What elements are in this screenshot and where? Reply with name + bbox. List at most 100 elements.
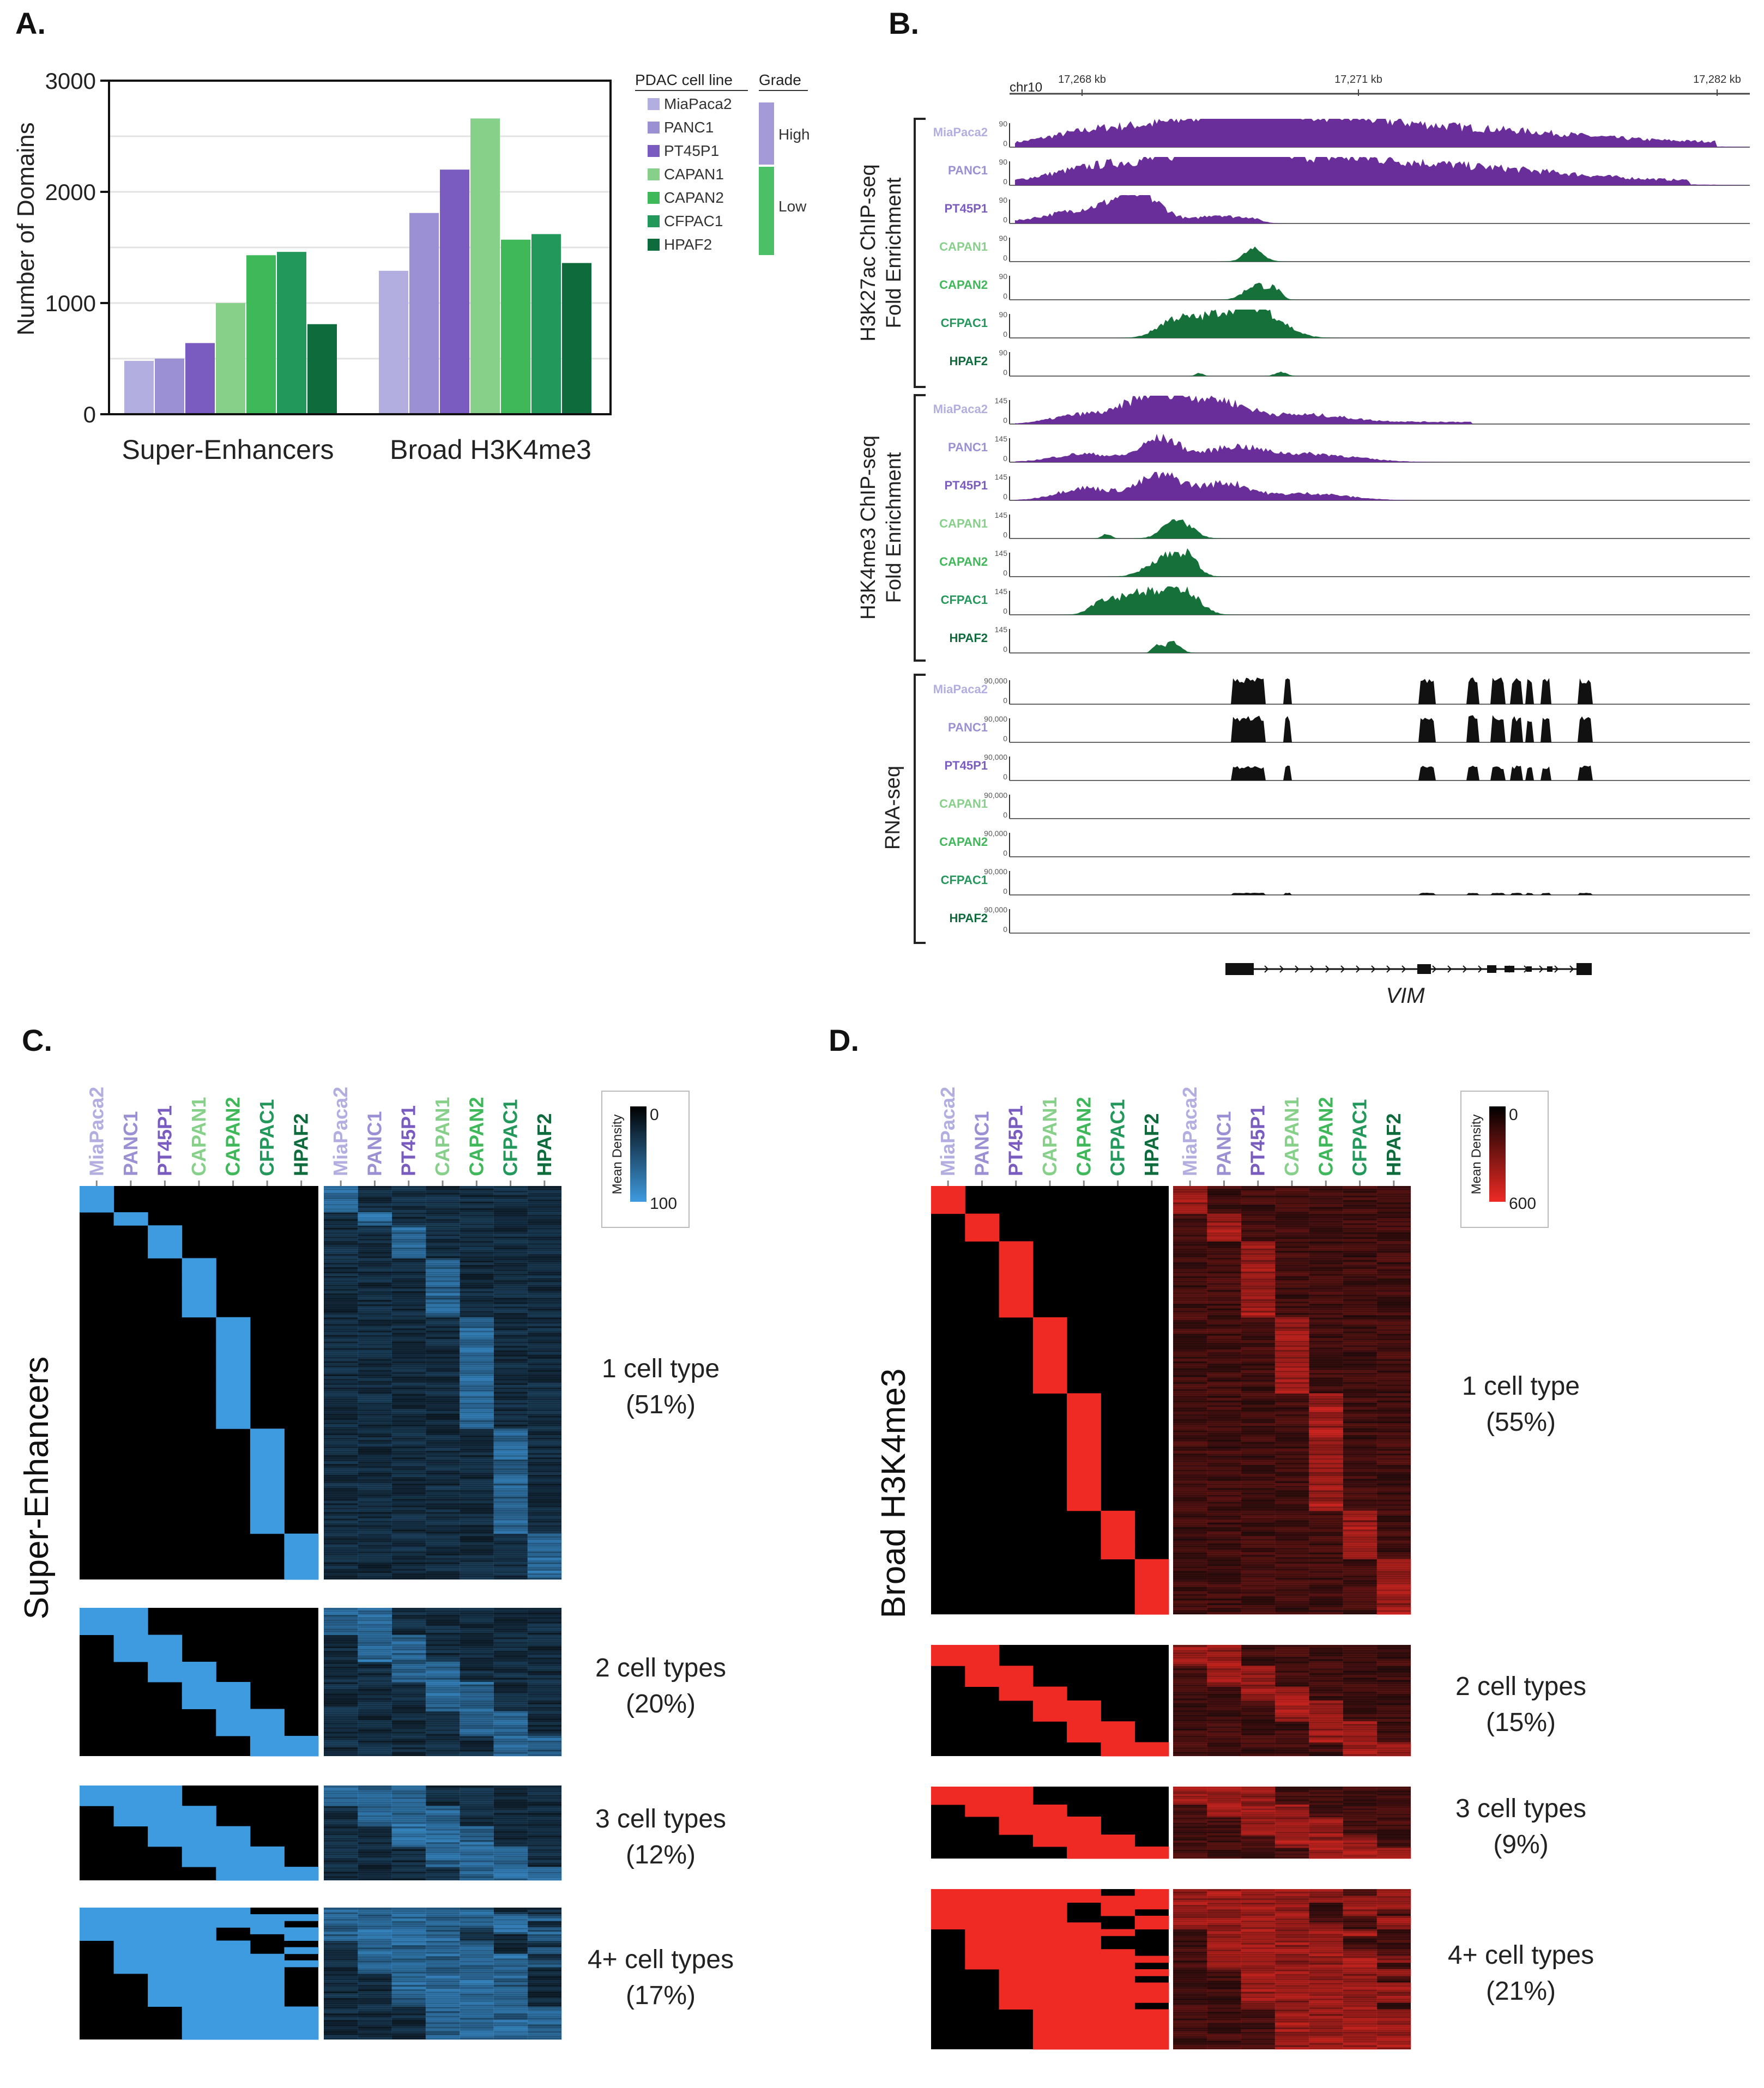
density-cell xyxy=(1207,1609,1242,1613)
density-cell xyxy=(460,1575,494,1578)
density-cell xyxy=(1241,1666,1276,1668)
density-cell xyxy=(425,1391,460,1394)
density-cell xyxy=(1207,1423,1242,1426)
binary-cell xyxy=(250,1987,285,1994)
density-cell xyxy=(493,1476,528,1479)
density-cell xyxy=(527,1643,562,1647)
density-cell xyxy=(1376,1792,1411,1794)
track-label: PT45P1 xyxy=(945,202,988,215)
density-cell xyxy=(527,1792,562,1795)
density-cell xyxy=(460,1326,494,1329)
density-cell xyxy=(1274,1455,1309,1458)
density-cell xyxy=(1274,1716,1309,1720)
density-cell xyxy=(1274,1435,1309,1438)
density-cell xyxy=(391,1978,426,1981)
density-cell xyxy=(1207,1688,1242,1692)
density-cell xyxy=(425,1260,460,1263)
density-cell xyxy=(1376,1382,1411,1384)
density-cell xyxy=(527,1995,562,1998)
density-cell xyxy=(1309,1805,1343,1807)
density-cell xyxy=(1274,1802,1309,1805)
density-cell xyxy=(324,1527,358,1530)
track-label: CFPAC1 xyxy=(941,316,988,330)
density-cell xyxy=(1343,1663,1378,1666)
density-cell xyxy=(391,1349,426,1353)
density-cell xyxy=(460,1987,494,1989)
density-cell xyxy=(1309,1605,1343,1608)
density-cell xyxy=(1173,1705,1207,1708)
density-cell xyxy=(493,1553,528,1556)
density-cell xyxy=(1241,1738,1276,1740)
density-cell xyxy=(1309,1345,1343,1348)
density-cell xyxy=(527,1286,562,1290)
density-cell xyxy=(527,1402,562,1405)
density-cell xyxy=(1207,1566,1242,1569)
density-cell xyxy=(1207,1455,1242,1458)
density-cell xyxy=(1309,1492,1343,1495)
density-cell xyxy=(425,1562,460,1565)
binary-cell xyxy=(182,2032,216,2040)
density-cell xyxy=(1309,1432,1343,1435)
density-cell xyxy=(1376,1356,1411,1359)
density-cell xyxy=(1241,1397,1276,1401)
density-cell xyxy=(1309,1572,1343,1576)
density-cell xyxy=(460,1677,494,1680)
density-cell xyxy=(460,1341,494,1344)
density-cell xyxy=(1309,1292,1343,1295)
density-cell xyxy=(391,2008,426,2012)
density-cell xyxy=(1207,1817,1242,1819)
density-cell xyxy=(493,1790,528,1793)
density-cell xyxy=(1376,1494,1411,1497)
density-cell xyxy=(460,1273,494,1276)
density-cell xyxy=(460,1559,494,1563)
density-cell xyxy=(1241,1670,1276,1673)
density-cell xyxy=(425,1621,460,1624)
density-cell xyxy=(460,1243,494,1245)
density-cell xyxy=(527,1284,562,1287)
density-cell xyxy=(324,1446,358,1449)
density-cell xyxy=(1274,1204,1309,1207)
density-cell xyxy=(425,1230,460,1232)
density-cell xyxy=(324,1962,358,1965)
density-cell xyxy=(1309,1425,1343,1429)
density-cell xyxy=(358,1679,392,1682)
density-cell xyxy=(1241,1480,1276,1484)
density-cell xyxy=(460,1646,494,1649)
density-cell xyxy=(324,1407,358,1409)
density-cell xyxy=(460,1435,494,1438)
density-cell xyxy=(1343,1280,1378,1283)
density-cell xyxy=(493,1210,528,1213)
density-cell xyxy=(460,1659,494,1662)
density-cell xyxy=(527,1559,562,1563)
density-cell xyxy=(358,1630,392,1633)
density-cell xyxy=(493,2002,528,2005)
density-cell xyxy=(324,1564,358,1567)
density-cell xyxy=(391,1332,426,1335)
density-cell xyxy=(1343,1733,1378,1736)
density-cell xyxy=(527,1490,562,1493)
track-zero: 0 xyxy=(1003,139,1007,148)
density-cell xyxy=(358,1496,392,1499)
density-cell xyxy=(1309,1453,1343,1456)
density-cell xyxy=(391,1527,426,1530)
density-cell xyxy=(391,1688,426,1691)
density-cell xyxy=(1274,1547,1309,1551)
density-cell xyxy=(527,1343,562,1346)
density-cell xyxy=(1241,1326,1276,1329)
density-cell xyxy=(425,1648,460,1651)
density-cell xyxy=(324,1679,358,1682)
density-cell xyxy=(1207,1529,1242,1532)
density-cell xyxy=(391,1280,426,1282)
density-cell xyxy=(1207,1190,1242,1194)
density-cell xyxy=(425,1483,460,1486)
density-cell xyxy=(324,1908,358,1910)
density-cell xyxy=(1241,1356,1276,1359)
density-cell xyxy=(1309,1691,1343,1694)
density-cell xyxy=(425,2011,460,2014)
density-cell xyxy=(1274,1501,1309,1504)
density-cell xyxy=(493,1637,528,1640)
density-cell xyxy=(425,1426,460,1429)
density-cell xyxy=(358,1243,392,1245)
density-cell xyxy=(425,1987,460,1989)
density-cell xyxy=(324,1524,358,1528)
